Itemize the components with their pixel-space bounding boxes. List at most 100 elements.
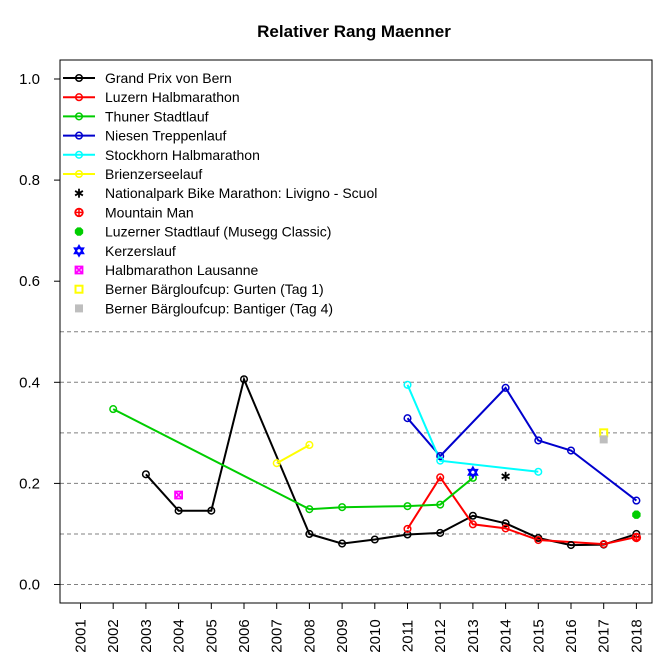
- data-point: [239, 375, 249, 384]
- data-point: [174, 506, 183, 515]
- marker-shape: [74, 150, 84, 159]
- marker-shape: [305, 505, 314, 514]
- x-tick-label: 2002: [105, 619, 122, 652]
- marker-shape: [74, 265, 84, 275]
- legend-marker: [74, 150, 84, 159]
- y-axis: 0.0 0.2 0.4 0.6 0.8 1.0: [19, 71, 60, 594]
- marker-shape: [74, 73, 84, 83]
- x-tick-label: 2016: [563, 619, 580, 652]
- data-point: [436, 456, 445, 465]
- legend-item: Kerzerslauf: [73, 243, 176, 259]
- marker-shape: [403, 524, 412, 533]
- legend-label: Luzerner Stadtlauf (Musegg Classic): [105, 224, 331, 240]
- data-point: [632, 510, 641, 519]
- marker-shape: [436, 456, 445, 465]
- data-point: [272, 459, 281, 468]
- marker-shape: [467, 465, 479, 476]
- legend-item: Berner Bärgloufcup: Gurten (Tag 1): [74, 281, 324, 297]
- series-line: [145, 376, 637, 547]
- x-tick-label: 2018: [628, 619, 645, 652]
- marker-shape: [370, 535, 379, 544]
- marker-shape: [338, 503, 347, 512]
- legend: Grand Prix von Bern Luzern Halbmarathon Th…: [63, 70, 377, 316]
- data-point: [403, 414, 412, 423]
- marker-shape: [73, 243, 85, 255]
- marker-shape: [566, 541, 576, 550]
- marker-shape: [74, 131, 84, 140]
- legend-label: Mountain Man: [105, 204, 194, 220]
- data-point: [599, 540, 608, 549]
- legend-label: Stockhorn Halbmarathon: [105, 147, 260, 163]
- y-tick-label: 0.4: [19, 374, 40, 391]
- marker-shape: [75, 304, 83, 313]
- legend-marker: [74, 112, 84, 121]
- data-point: [534, 535, 543, 545]
- legend-marker: [74, 265, 84, 275]
- data-point: [501, 524, 510, 533]
- series-line: [276, 444, 310, 465]
- marker-shape: [403, 380, 412, 389]
- marker-shape: [272, 459, 281, 468]
- data-point: [631, 532, 642, 543]
- legend-marker: [74, 207, 84, 218]
- x-tick-label: 2017: [596, 619, 613, 652]
- marker-shape: [501, 473, 510, 480]
- y-tick-label: 1.0: [19, 71, 40, 88]
- data-point: [338, 503, 347, 512]
- x-tick-label: 2001: [73, 619, 90, 652]
- chart-title: Relativer Rang Maenner: [257, 22, 451, 41]
- legend-item: Niesen Treppenlauf: [63, 128, 227, 144]
- legend-label: Luzern Halbmarathon: [105, 89, 240, 105]
- marker-shape: [109, 405, 118, 414]
- marker-shape: [207, 506, 216, 515]
- x-tick-label: 2013: [465, 619, 482, 652]
- marker-shape: [141, 470, 150, 479]
- marker-shape: [174, 506, 183, 515]
- data-point: [141, 470, 150, 479]
- data-point: [403, 502, 412, 511]
- marker-shape: [566, 446, 576, 455]
- marker-shape: [599, 435, 608, 444]
- data-point: [599, 435, 608, 444]
- x-tick-label: 2004: [171, 619, 188, 652]
- x-tick-label: 2014: [498, 619, 515, 652]
- marker-shape: [632, 510, 641, 519]
- data-point: [468, 520, 477, 529]
- marker-shape: [239, 375, 249, 384]
- legend-label: Grand Prix von Bern: [105, 70, 232, 86]
- marker-shape: [534, 436, 543, 445]
- data-point: [370, 535, 379, 544]
- legend-label: Berner Bärgloufcup: Bantiger (Tag 4): [105, 300, 333, 316]
- marker-shape: [632, 496, 641, 505]
- data-points: [109, 375, 642, 550]
- legend-label: Niesen Treppenlauf: [105, 128, 227, 144]
- marker-shape: [436, 500, 445, 509]
- data-point: [305, 505, 314, 514]
- data-point: [632, 496, 641, 505]
- legend-marker: [74, 93, 84, 102]
- data-point: [305, 529, 314, 539]
- marker-shape: [74, 169, 84, 179]
- x-tick-label: 2015: [530, 619, 547, 652]
- x-tick-label: 2005: [203, 619, 220, 652]
- marker-shape: [74, 190, 84, 197]
- series-line: [406, 384, 539, 473]
- data-point: [501, 471, 510, 481]
- legend-item: Nationalpark Bike Marathon: Livigno - Sc…: [74, 185, 377, 201]
- data-point: [403, 530, 412, 539]
- legend-marker: [74, 284, 84, 294]
- data-point: [566, 541, 576, 550]
- marker-shape: [74, 265, 84, 275]
- y-tick-label: 0.8: [19, 172, 40, 189]
- legend-label: Brienzerseelauf: [105, 166, 202, 182]
- legend-item: Thuner Stadtlauf: [63, 108, 209, 124]
- data-point: [174, 490, 184, 500]
- legend-item: Stockhorn Halbmarathon: [63, 147, 260, 163]
- data-point: [436, 528, 445, 537]
- data-point: [338, 539, 347, 548]
- marker-shape: [501, 524, 510, 533]
- marker-shape: [174, 490, 184, 500]
- legend-marker: [74, 188, 84, 198]
- x-tick-label: 2006: [236, 619, 253, 652]
- marker-shape: [534, 467, 543, 476]
